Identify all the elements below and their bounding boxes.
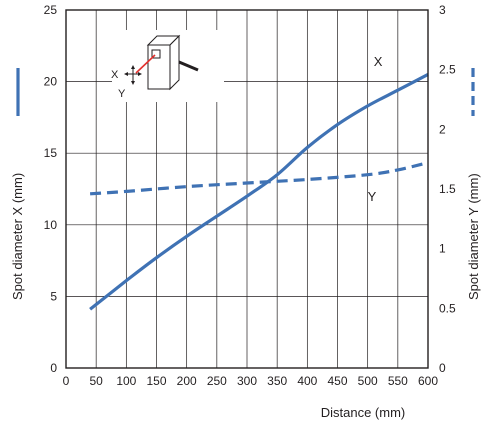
y-right-tick-label: 1 <box>439 242 446 256</box>
inset-y-label: Y <box>118 88 126 100</box>
y-right-tick-label: 2.5 <box>439 63 456 77</box>
x-axis-ticks: 0 50 100 150 200 250 300 350 400 450 500 550 600 <box>63 374 439 388</box>
series-label-x: X <box>374 54 383 69</box>
sensor-cable <box>178 60 199 72</box>
x-tick-label: 600 <box>418 374 438 388</box>
x-tick-label: 100 <box>116 374 136 388</box>
inset-x-label: X <box>111 69 119 81</box>
plot-frame <box>65 9 429 369</box>
y-left-tick-label: 0 <box>50 361 57 375</box>
y-arrow-head-bottom <box>131 81 135 85</box>
laser-beam <box>135 54 156 74</box>
y-left-tick-label: 15 <box>44 146 58 160</box>
y-right-tick-label: 0 <box>439 361 446 375</box>
x-tick-label: 550 <box>388 374 408 388</box>
spot-arrows <box>124 65 142 85</box>
y-right-tick-label: 1.5 <box>439 182 456 196</box>
sensor-diagram: X Y <box>111 30 224 102</box>
series-line-x <box>89 72 429 311</box>
x-arrow-head-left <box>124 72 128 76</box>
series-group <box>89 72 429 311</box>
y-right-axis-ticks: 0 0.5 1 1.5 2 2.5 3 <box>439 3 456 375</box>
y-right-tick-label: 2 <box>439 122 446 136</box>
series-line-y <box>89 161 429 196</box>
x-tick-label: 0 <box>63 374 70 388</box>
y-left-axis-title-group: Spot diameter X (mm) <box>10 68 25 300</box>
y-right-tick-label: 3 <box>439 3 446 17</box>
y-left-tick-label: 25 <box>44 3 58 17</box>
x-tick-label: 400 <box>297 374 317 388</box>
y-right-axis-title-group: Spot diameter Y (mm) <box>466 68 481 300</box>
y-left-tick-label: 20 <box>44 75 58 89</box>
sensor-box-side <box>169 34 180 91</box>
x-tick-label: 500 <box>358 374 378 388</box>
x-tick-label: 450 <box>327 374 347 388</box>
y-left-axis-ticks: 0 5 10 15 20 25 <box>44 3 58 375</box>
x-tick-label: 200 <box>177 374 197 388</box>
x-tick-label: 300 <box>237 374 257 388</box>
y-arrow-head-top <box>131 65 135 69</box>
x-tick-label: 250 <box>207 374 227 388</box>
y-left-axis-title: Spot diameter X (mm) <box>10 173 25 300</box>
y-left-tick-label: 10 <box>44 218 58 232</box>
grid <box>66 10 428 368</box>
x-axis-title: Distance (mm) <box>321 405 406 420</box>
x-tick-label: 150 <box>146 374 166 388</box>
sensor-lens <box>151 49 161 59</box>
series-label-y: Y <box>368 189 377 204</box>
x-tick-label: 350 <box>267 374 287 388</box>
y-right-axis-title: Spot diameter Y (mm) <box>466 173 481 300</box>
x-tick-label: 50 <box>89 374 103 388</box>
y-left-tick-label: 5 <box>50 289 57 303</box>
y-right-tick-label: 0.5 <box>439 301 456 315</box>
x-arrow-head-right <box>138 72 142 76</box>
